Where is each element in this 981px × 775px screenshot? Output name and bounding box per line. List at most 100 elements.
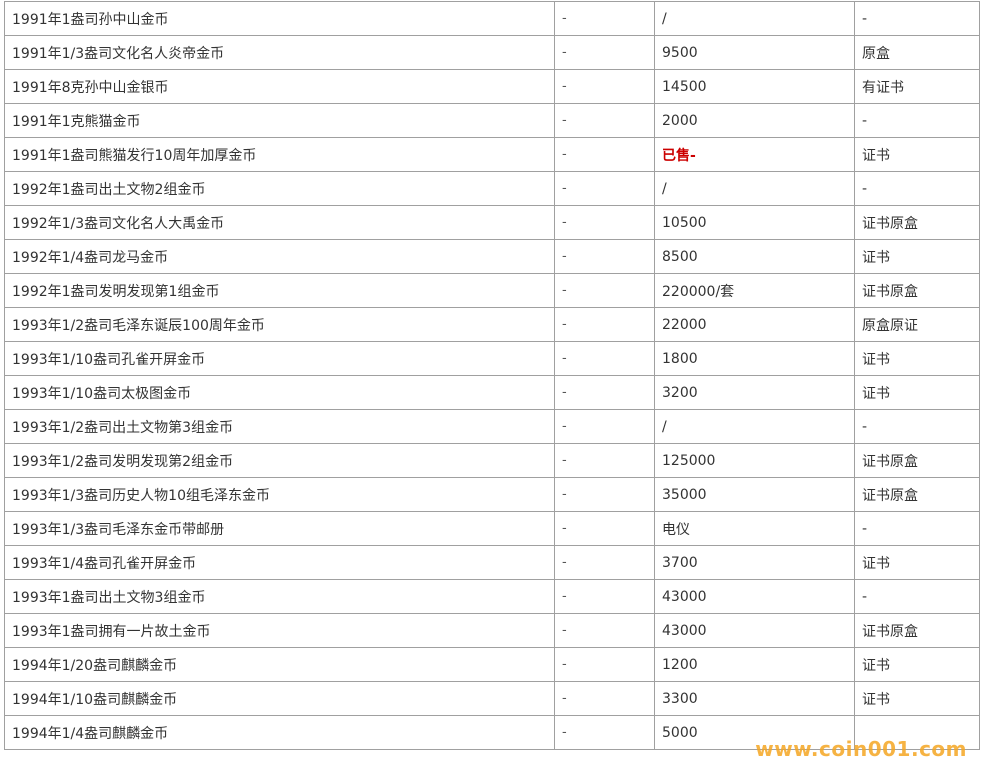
- table-cell: 1993年1/10盎司太极图金币: [4, 375, 555, 410]
- table-body: 1991年1盎司孙中山金币 - / -1991年1/3盎司文化名人炎帝金币 -9500 原…: [4, 1, 980, 750]
- table-cell: 证书原盒: [854, 477, 980, 512]
- table-cell: 1992年1/4盎司龙马金币: [4, 239, 555, 274]
- table-cell: -: [554, 103, 655, 138]
- table-cell: 证书: [854, 239, 980, 274]
- table-cell: 证书: [854, 647, 980, 682]
- table-cell: -: [554, 409, 655, 444]
- table-cell: 1992年1/3盎司文化名人大禹金币: [4, 205, 555, 240]
- status-text: 已售-: [662, 147, 696, 164]
- table-cell: 10500: [654, 205, 855, 240]
- table-cell: 14500: [654, 69, 855, 104]
- table-row: 1991年8克孙中山金银币 -14500 有证书: [4, 69, 980, 104]
- table-cell: 原盒: [854, 35, 980, 70]
- table-cell: -: [554, 239, 655, 274]
- table-cell: 8500: [654, 239, 855, 274]
- table-cell: 1994年1/20盎司麒麟金币: [4, 647, 555, 682]
- table-cell: 3300: [654, 681, 855, 716]
- table-cell: 1991年8克孙中山金银币: [4, 69, 555, 104]
- table-row: 1994年1/10盎司麒麟金币 -3300 证书: [4, 681, 980, 716]
- table-cell: -: [854, 1, 980, 36]
- table-cell: 证书原盒: [854, 273, 980, 308]
- table-cell: 原盒原证: [854, 307, 980, 342]
- table-row: 1992年1/3盎司文化名人大禹金币 -10500 证书原盒: [4, 205, 980, 240]
- table-row: 1991年1盎司熊猫发行10周年加厚金币 - 已售- 证书: [4, 137, 980, 172]
- table-cell: 电仪: [654, 511, 855, 546]
- table-cell: 220000/套: [654, 273, 855, 308]
- table-row: 1991年1盎司孙中山金币 - / -: [4, 1, 980, 36]
- table-cell: 证书: [854, 545, 980, 580]
- table-cell: -: [554, 35, 655, 70]
- table-cell: -: [554, 443, 655, 478]
- table-cell: 证书: [854, 137, 980, 172]
- table-row: 1992年1盎司出土文物2组金币 - / -: [4, 171, 980, 206]
- table-cell: 证书: [854, 375, 980, 410]
- table-cell: 43000: [654, 579, 855, 614]
- table-cell: 已售-: [654, 137, 855, 172]
- table-row: 1993年1/3盎司毛泽东金币带邮册 - 电仪 -: [4, 511, 980, 546]
- table-row: 1991年1/3盎司文化名人炎帝金币 -9500 原盒: [4, 35, 980, 70]
- table-cell: -: [854, 103, 980, 138]
- table-row: 1993年1/3盎司历史人物10组毛泽东金币 -35000 证书原盒: [4, 477, 980, 512]
- table-cell: 有证书: [854, 69, 980, 104]
- table-cell: 1991年1克熊猫金币: [4, 103, 555, 138]
- table-cell: -: [854, 409, 980, 444]
- table-cell: 证书原盒: [854, 443, 980, 478]
- table-cell: 1800: [654, 341, 855, 376]
- table-row: 1993年1/10盎司太极图金币 -3200 证书: [4, 375, 980, 410]
- table-row: 1991年1克熊猫金币 -2000-: [4, 103, 980, 138]
- table-cell: 1993年1盎司拥有一片故土金币: [4, 613, 555, 648]
- table-cell: 125000: [654, 443, 855, 478]
- table-cell: /: [654, 409, 855, 444]
- table-cell: 22000: [654, 307, 855, 342]
- table-cell: 1993年1/2盎司出土文物第3组金币: [4, 409, 555, 444]
- table-row: 1993年1/4盎司孔雀开屏金币 -3700 证书: [4, 545, 980, 580]
- table-row: 1993年1/2盎司发明发现第2组金币 -125000 证书原盒: [4, 443, 980, 478]
- table-cell: -: [554, 681, 655, 716]
- table-row: 1992年1盎司发明发现第1组金币 -220000/套 证书原盒: [4, 273, 980, 308]
- table-cell: -: [854, 171, 980, 206]
- table-row: 1993年1盎司拥有一片故土金币 -43000 证书原盒: [4, 613, 980, 648]
- table-cell: 35000: [654, 477, 855, 512]
- table-cell: -: [854, 511, 980, 546]
- table-cell: -: [554, 375, 655, 410]
- table-cell: -: [554, 205, 655, 240]
- table-cell: 1994年1/10盎司麒麟金币: [4, 681, 555, 716]
- table-cell: 43000: [654, 613, 855, 648]
- table-cell: 1993年1/2盎司发明发现第2组金币: [4, 443, 555, 478]
- table-cell: 证书原盒: [854, 205, 980, 240]
- table-cell: 1992年1盎司出土文物2组金币: [4, 171, 555, 206]
- table-cell: 证书: [854, 681, 980, 716]
- table-cell: -: [554, 171, 655, 206]
- table-cell: -: [554, 137, 655, 172]
- table-cell: -: [554, 307, 655, 342]
- table-cell: -: [554, 1, 655, 36]
- table-cell: -: [554, 647, 655, 682]
- table-cell: -: [554, 273, 655, 308]
- table-cell: 3700: [654, 545, 855, 580]
- table-cell: [854, 715, 980, 750]
- table-cell: -: [554, 511, 655, 546]
- table-cell: -: [554, 477, 655, 512]
- table-cell: 证书原盒: [854, 613, 980, 648]
- table-cell: -: [554, 715, 655, 750]
- table-cell: 3200: [654, 375, 855, 410]
- table-row: 1993年1盎司出土文物3组金币 -43000-: [4, 579, 980, 614]
- table-cell: 1991年1/3盎司文化名人炎帝金币: [4, 35, 555, 70]
- table-cell: 1993年1/4盎司孔雀开屏金币: [4, 545, 555, 580]
- table-cell: /: [654, 171, 855, 206]
- watermark: www.coin001.com: [755, 737, 967, 761]
- table-cell: 9500: [654, 35, 855, 70]
- table-cell: 2000: [654, 103, 855, 138]
- table-cell: 证书: [854, 341, 980, 376]
- table-cell: 1993年1/10盎司孔雀开屏金币: [4, 341, 555, 376]
- table-cell: 1994年1/4盎司麒麟金币: [4, 715, 555, 750]
- table-cell: 1992年1盎司发明发现第1组金币: [4, 273, 555, 308]
- table-cell: -: [554, 545, 655, 580]
- table-cell: -: [554, 579, 655, 614]
- table-row: 1993年1/2盎司毛泽东诞辰100周年金币 -22000 原盒原证: [4, 307, 980, 342]
- table-cell: -: [854, 579, 980, 614]
- table-cell: 1993年1/3盎司毛泽东金币带邮册: [4, 511, 555, 546]
- price-table: 1991年1盎司孙中山金币 - / -1991年1/3盎司文化名人炎帝金币 -9500 原…: [4, 1, 980, 750]
- table-cell: /: [654, 1, 855, 36]
